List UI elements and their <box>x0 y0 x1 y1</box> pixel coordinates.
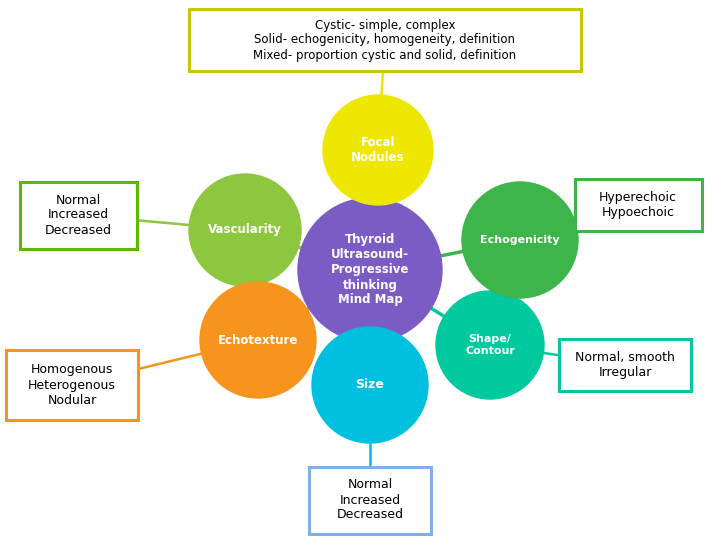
FancyBboxPatch shape <box>6 350 138 420</box>
FancyBboxPatch shape <box>309 467 431 534</box>
FancyBboxPatch shape <box>19 181 137 248</box>
Circle shape <box>298 198 442 342</box>
Text: Echogenicity: Echogenicity <box>480 235 560 245</box>
Text: Normal
Increased
Decreased: Normal Increased Decreased <box>45 193 112 237</box>
FancyBboxPatch shape <box>575 179 701 231</box>
Text: Echotexture: Echotexture <box>218 334 298 347</box>
FancyBboxPatch shape <box>559 339 691 391</box>
Text: Shape/
Contour: Shape/ Contour <box>465 334 515 356</box>
Circle shape <box>323 95 433 205</box>
Text: Focal
Nodules: Focal Nodules <box>351 136 405 164</box>
Circle shape <box>436 291 544 399</box>
FancyBboxPatch shape <box>189 9 581 71</box>
Text: Cystic- simple, complex
Solid- echogenicity, homogeneity, definition
Mixed- prop: Cystic- simple, complex Solid- echogenic… <box>253 18 516 62</box>
Text: Size: Size <box>356 379 384 392</box>
Text: Homogenous
Heterogenous
Nodular: Homogenous Heterogenous Nodular <box>28 363 116 407</box>
Text: Hyperechoic
Hypoechoic: Hyperechoic Hypoechoic <box>599 191 677 219</box>
Circle shape <box>312 327 428 443</box>
Text: Vascularity: Vascularity <box>208 224 282 237</box>
Circle shape <box>462 182 578 298</box>
Circle shape <box>200 282 316 398</box>
Circle shape <box>189 174 301 286</box>
Text: Thyroid
Ultrasound-
Progressive
thinking
Mind Map: Thyroid Ultrasound- Progressive thinking… <box>330 233 409 307</box>
Text: Normal, smooth
Irregular: Normal, smooth Irregular <box>575 351 675 379</box>
Text: Normal
Increased
Decreased: Normal Increased Decreased <box>336 478 403 522</box>
